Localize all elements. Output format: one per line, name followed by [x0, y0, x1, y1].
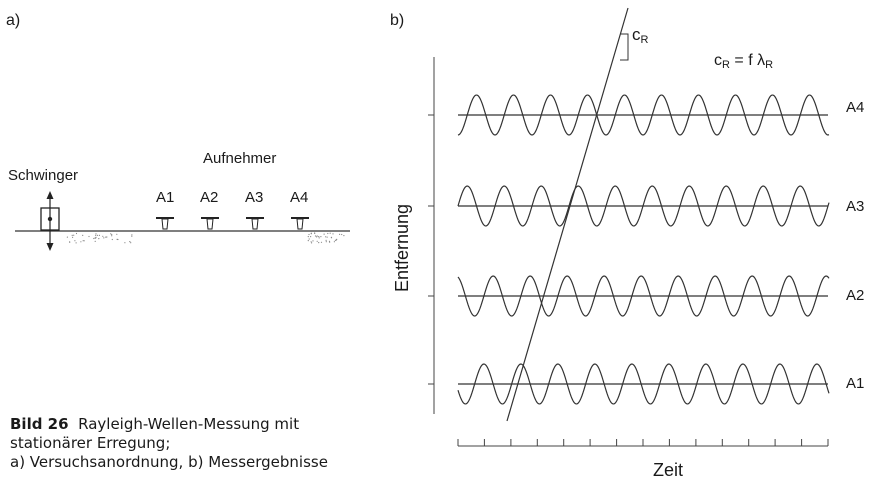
sensor-group-label: Aufnehmer: [203, 150, 276, 167]
trace-label: A2: [846, 287, 864, 304]
svg-text:cR: cR: [632, 25, 649, 46]
phase-velocity-line: [506, 7, 629, 422]
x-axis-label: Zeit: [653, 460, 683, 480]
sensor-label: A4: [290, 189, 308, 206]
caption-line3: a) Versuchsanordnung, b) Messergebnisse: [10, 453, 328, 471]
sensor-a4: A4: [290, 189, 309, 230]
vibrator-icon: [40, 191, 60, 251]
sensor-label: A1: [156, 189, 174, 206]
sensor-icon: [156, 217, 174, 230]
y-axis-label: Entfernung: [392, 204, 412, 292]
trace-a2: A2: [457, 275, 864, 317]
trace-wave: [457, 185, 830, 227]
panel-a-label: a): [6, 12, 20, 29]
distance-axis: [428, 57, 435, 414]
sensor-a2: A2: [200, 189, 219, 230]
trace-wave: [457, 363, 830, 405]
panel-b-label: b): [390, 12, 404, 29]
slope-label: cR: [632, 25, 649, 46]
time-axis: [457, 439, 829, 447]
caption-line2: stationärer Erregung;: [10, 434, 171, 452]
formula-label: cR = f λR: [714, 52, 773, 71]
slope-triangle: [620, 33, 629, 61]
trace-label: A3: [846, 198, 864, 215]
soil-texture: [66, 232, 345, 244]
sensor-icon: [246, 217, 264, 230]
trace-label: A1: [846, 375, 864, 392]
trace-wave: [457, 275, 830, 317]
trace-wave: [457, 94, 830, 136]
sensor-icon: [291, 217, 309, 230]
sensor-label: A3: [245, 189, 263, 206]
svg-text:cR = f λR: cR = f λR: [714, 52, 773, 71]
sensor-a3: A3: [245, 189, 264, 230]
caption-line1: Rayleigh-Wellen-Messung mit: [78, 415, 300, 433]
source-label: Schwinger: [8, 167, 78, 184]
figure-caption: Bild 26 Rayleigh-Wellen-Messung mit stat…: [10, 415, 370, 472]
sensor-icon: [201, 217, 219, 230]
trace-a1: A1: [457, 363, 864, 405]
caption-number: Bild 26: [10, 415, 69, 433]
trace-a4: A4: [457, 94, 864, 136]
trace-a3: A3: [457, 185, 864, 227]
sensor-a1: A1: [156, 189, 174, 230]
trace-label: A4: [846, 99, 864, 116]
sensor-label: A2: [200, 189, 218, 206]
